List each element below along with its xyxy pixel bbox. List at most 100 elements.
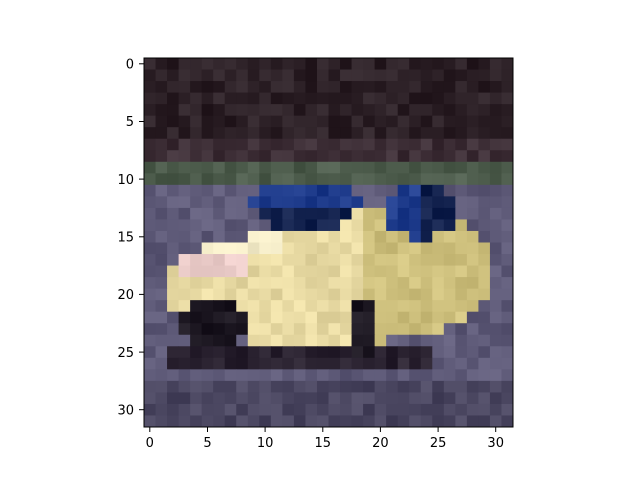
image-pixel <box>420 254 433 267</box>
image-pixel <box>316 392 329 405</box>
image-pixel <box>213 380 226 393</box>
image-pixel <box>236 81 249 94</box>
image-pixel <box>190 150 203 163</box>
image-pixel <box>224 69 237 82</box>
image-pixel <box>420 161 433 174</box>
image-pixel <box>305 277 318 290</box>
image-pixel <box>155 323 168 336</box>
image-pixel <box>501 150 514 163</box>
image-pixel <box>340 334 353 347</box>
image-pixel <box>420 242 433 255</box>
image-pixel <box>144 334 157 347</box>
image-pixel <box>340 403 353 416</box>
image-pixel <box>167 92 180 105</box>
image-pixel <box>328 369 341 382</box>
image-pixel <box>201 323 214 336</box>
image-pixel <box>167 58 180 71</box>
image-pixel <box>305 138 318 151</box>
image-pixel <box>386 69 399 82</box>
image-pixel <box>190 277 203 290</box>
image-pixel <box>316 92 329 105</box>
image-pixel <box>213 138 226 151</box>
image-pixel <box>340 288 353 301</box>
image-pixel <box>316 207 329 220</box>
image-pixel <box>397 115 410 128</box>
image-pixel <box>351 288 364 301</box>
image-pixel <box>259 219 272 232</box>
image-pixel <box>466 104 479 117</box>
image-pixel <box>466 219 479 232</box>
image-pixel <box>201 219 214 232</box>
image-pixel <box>374 207 387 220</box>
image-pixel <box>478 392 491 405</box>
image-pixel <box>259 254 272 267</box>
image-pixel <box>374 161 387 174</box>
image-pixel <box>270 346 283 359</box>
image-pixel <box>455 184 468 197</box>
image-pixel <box>178 369 191 382</box>
image-pixel <box>363 161 376 174</box>
image-pixel <box>167 127 180 140</box>
image-pixel <box>443 219 456 232</box>
image-pixel <box>305 150 318 163</box>
image-pixel <box>270 150 283 163</box>
image-pixel <box>466 92 479 105</box>
image-pixel <box>247 184 260 197</box>
image-pixel <box>363 357 376 370</box>
image-pixel <box>351 161 364 174</box>
image-pixel <box>178 288 191 301</box>
image-pixel <box>432 300 445 313</box>
image-pixel <box>489 369 502 382</box>
image-pixel <box>236 415 249 428</box>
image-pixel <box>201 230 214 243</box>
image-pixel <box>270 403 283 416</box>
image-pixel <box>155 265 168 278</box>
image-pixel <box>236 173 249 186</box>
image-pixel <box>247 300 260 313</box>
image-pixel <box>224 173 237 186</box>
image-pixel <box>144 403 157 416</box>
image-pixel <box>489 346 502 359</box>
image-pixel <box>247 357 260 370</box>
image-pixel <box>397 415 410 428</box>
image-frame <box>143 57 514 428</box>
image-pixel <box>489 334 502 347</box>
image-pixel <box>270 184 283 197</box>
image-pixel <box>144 230 157 243</box>
image-pixel <box>282 369 295 382</box>
image-pixel <box>386 357 399 370</box>
image-pixel <box>420 184 433 197</box>
image-pixel <box>409 81 422 94</box>
image-pixel <box>247 254 260 267</box>
image-pixel <box>340 173 353 186</box>
image-pixel <box>190 254 203 267</box>
image-pixel <box>247 242 260 255</box>
image-pixel <box>432 104 445 117</box>
image-pixel <box>224 150 237 163</box>
image-pixel <box>363 207 376 220</box>
image-pixel <box>316 196 329 209</box>
image-pixel <box>328 138 341 151</box>
image-pixel <box>340 81 353 94</box>
image-pixel <box>236 69 249 82</box>
image-pixel <box>224 115 237 128</box>
image-pixel <box>432 196 445 209</box>
image-pixel <box>282 415 295 428</box>
image-pixel <box>455 369 468 382</box>
image-pixel <box>374 277 387 290</box>
image-pixel <box>501 369 514 382</box>
image-pixel <box>282 115 295 128</box>
image-pixel <box>190 403 203 416</box>
image-pixel <box>409 104 422 117</box>
image-pixel <box>363 150 376 163</box>
image-pixel <box>489 58 502 71</box>
image-pixel <box>224 219 237 232</box>
image-pixel <box>478 81 491 94</box>
image-pixel <box>397 288 410 301</box>
x-tick: 0 <box>146 427 154 451</box>
image-pixel <box>190 207 203 220</box>
image-pixel <box>224 334 237 347</box>
image-pixel <box>432 127 445 140</box>
x-tick: 10 <box>257 427 273 451</box>
image-pixel <box>386 173 399 186</box>
